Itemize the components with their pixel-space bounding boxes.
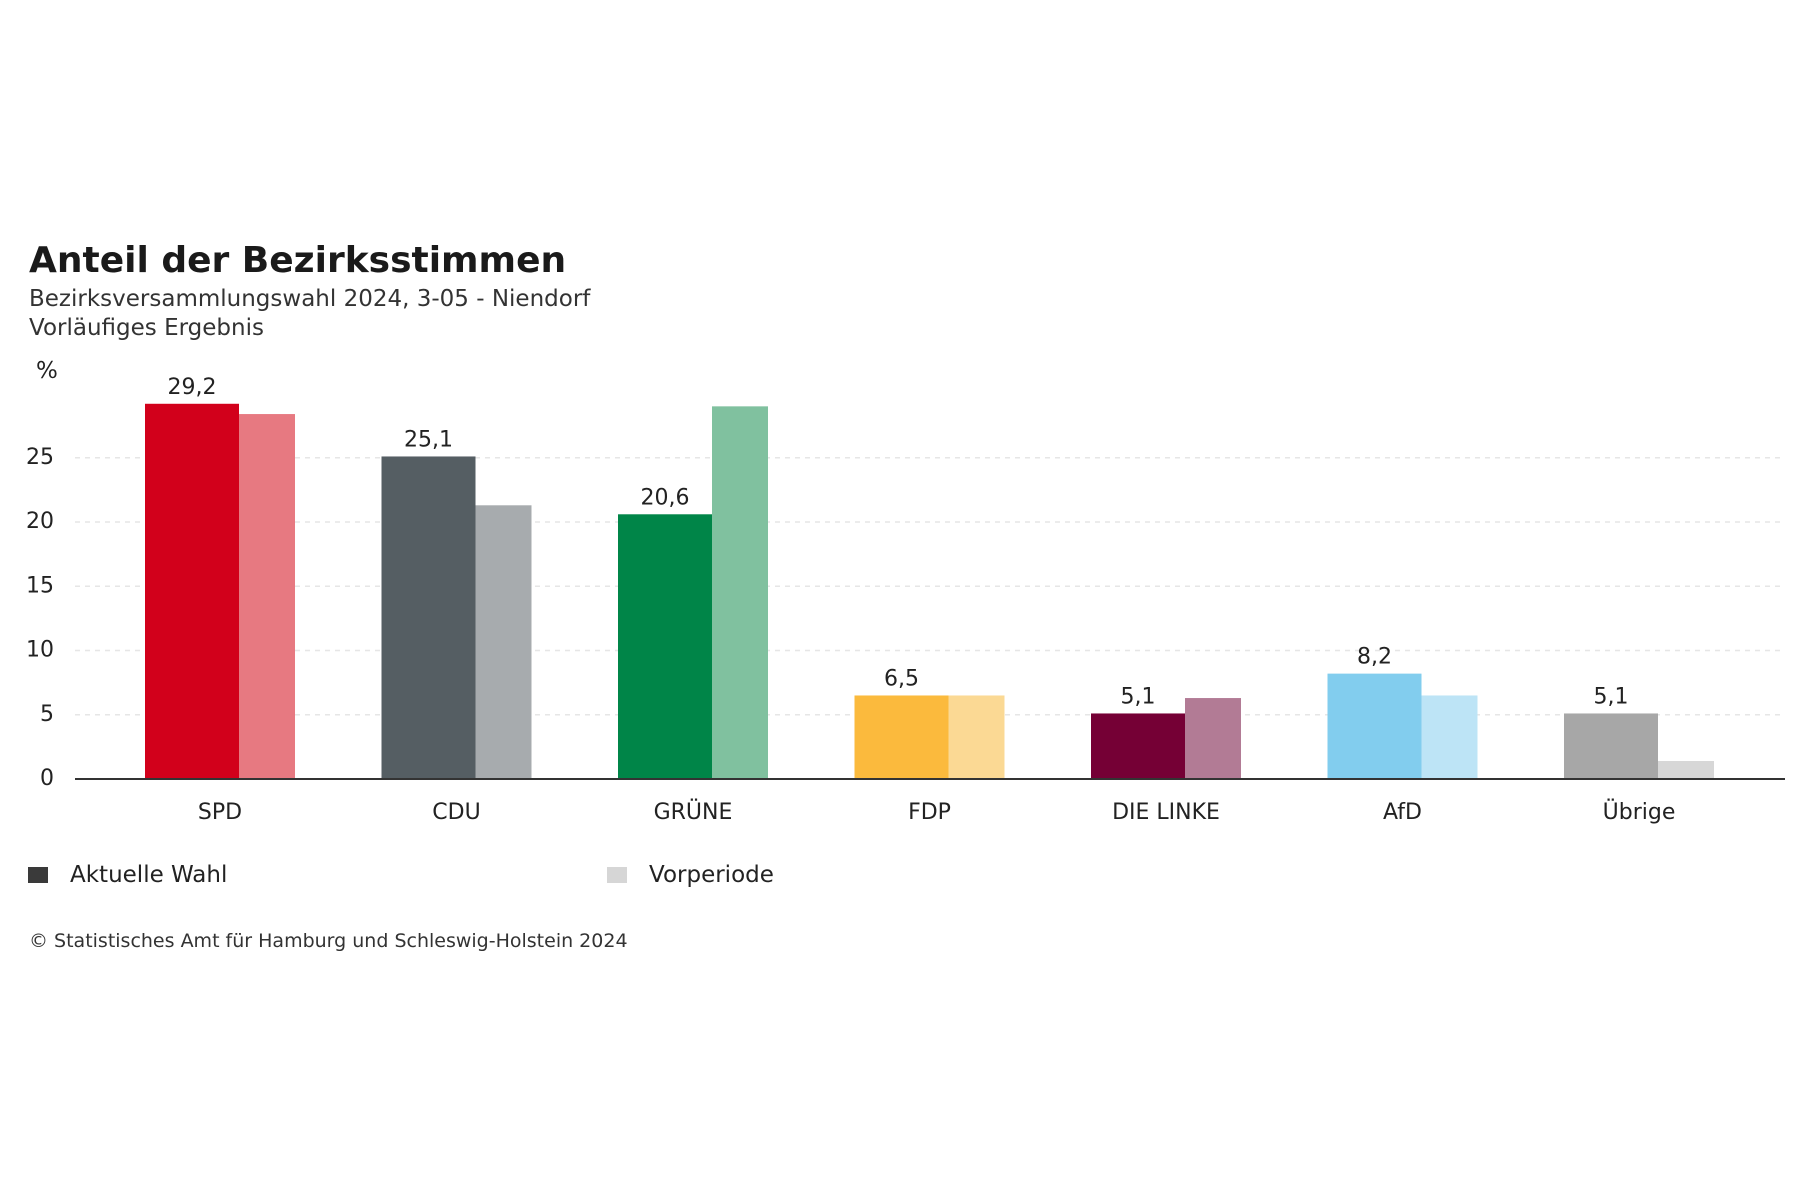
bar-previous <box>1658 761 1714 779</box>
x-tick-label: SPD <box>198 800 242 825</box>
value-labels: 29,2 25,1 20,6 6,5 5,1 8,2 5,1 <box>168 375 1629 710</box>
legend-swatch-current <box>28 867 48 883</box>
gridlines <box>75 457 1785 716</box>
legend-item-current: Aktuelle Wahl <box>28 862 227 888</box>
legend-label-previous: Vorperiode <box>649 862 774 888</box>
bar-value-label: 25,1 <box>404 427 453 452</box>
x-tick-label: CDU <box>432 800 480 825</box>
bar-previous <box>475 505 532 779</box>
bar-previous <box>712 406 768 779</box>
y-tick-label: 10 <box>26 638 54 663</box>
bars <box>145 403 1714 779</box>
x-tick-label: GRÜNE <box>654 799 733 825</box>
x-tick-label: DIE LINKE <box>1112 800 1220 825</box>
bar-current <box>1564 713 1658 779</box>
y-tick-label: 20 <box>26 509 54 534</box>
y-tick-label: 15 <box>26 573 54 598</box>
bar-value-label: 8,2 <box>1357 645 1392 670</box>
x-tick-label: FDP <box>908 800 951 825</box>
bar-current <box>618 514 712 779</box>
bar-current <box>381 456 476 779</box>
chart-subtitle: Bezirksversammlungswahl 2024, 3-05 - Nie… <box>29 286 591 312</box>
bar-current <box>854 695 949 779</box>
legend-label-current: Aktuelle Wahl <box>70 862 228 888</box>
y-tick-label: 0 <box>40 766 54 791</box>
bar-value-label: 5,1 <box>1121 684 1156 709</box>
bar-value-label: 6,5 <box>884 666 919 691</box>
y-axis-unit-label: % <box>36 358 58 384</box>
x-tick-label: AfD <box>1383 800 1422 825</box>
x-tick-label: Übrige <box>1603 799 1676 825</box>
legend-item-previous: Vorperiode <box>607 862 774 888</box>
bar-current <box>1327 673 1422 779</box>
bar-value-label: 20,6 <box>641 485 690 510</box>
bar-previous <box>1421 695 1478 779</box>
y-axis-ticks: 0 5 10 15 20 25 <box>26 445 54 791</box>
bar-previous <box>1185 698 1241 779</box>
copyright-notice: © Statistisches Amt für Hamburg und Schl… <box>29 930 628 952</box>
x-axis-ticks: SPD CDU GRÜNE FDP DIE LINKE AfD Übrige <box>198 799 1675 825</box>
bar-value-label: 29,2 <box>168 375 217 400</box>
y-tick-label: 5 <box>40 702 54 727</box>
bar-current <box>1091 713 1185 779</box>
chart-title: Anteil der Bezirksstimmen <box>29 240 567 281</box>
legend: Aktuelle Wahl Vorperiode <box>0 862 1800 902</box>
bar-previous <box>948 695 1005 779</box>
legend-swatch-previous <box>607 867 627 883</box>
bar-previous <box>239 414 295 779</box>
y-tick-label: 25 <box>26 445 54 470</box>
chart-subtitle-status: Vorläufiges Ergebnis <box>29 315 264 341</box>
bar-value-label: 5,1 <box>1594 684 1629 709</box>
bar-current <box>145 403 239 779</box>
